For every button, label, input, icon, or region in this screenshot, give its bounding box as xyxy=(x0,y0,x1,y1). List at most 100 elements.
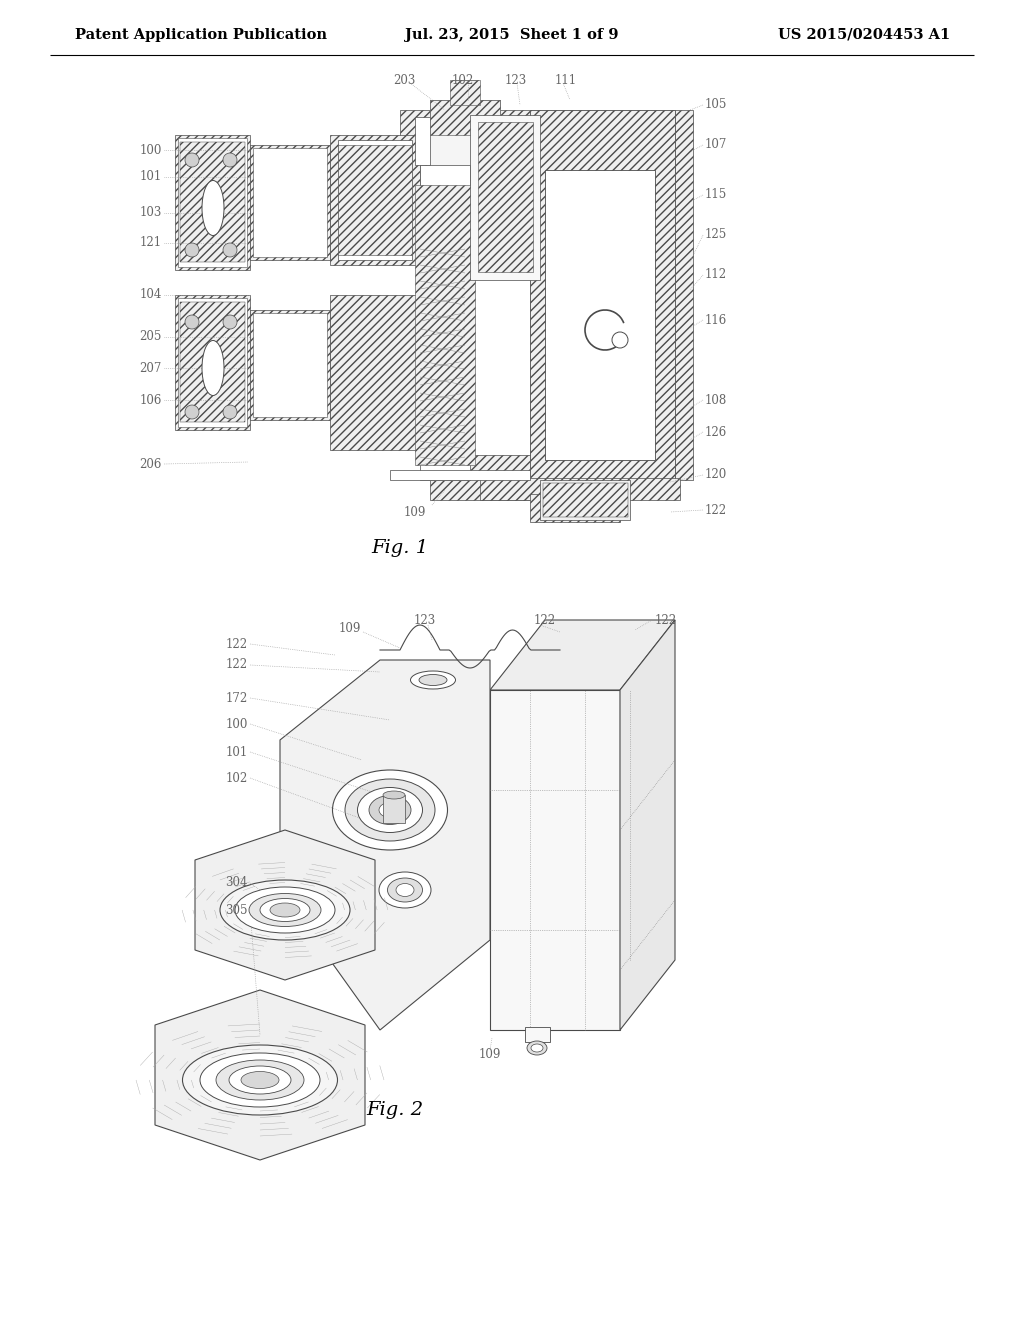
Bar xyxy=(478,121,534,272)
Ellipse shape xyxy=(202,341,224,396)
Text: 109: 109 xyxy=(339,622,361,635)
Text: 104: 104 xyxy=(139,289,162,301)
Ellipse shape xyxy=(383,791,406,799)
Bar xyxy=(250,145,330,260)
Bar xyxy=(253,313,327,417)
Ellipse shape xyxy=(345,779,435,841)
Text: 116: 116 xyxy=(705,314,727,326)
Text: 109: 109 xyxy=(403,506,426,519)
Ellipse shape xyxy=(202,181,224,235)
Text: 103: 103 xyxy=(139,206,162,219)
Text: Fig. 1: Fig. 1 xyxy=(372,539,429,557)
Text: 122: 122 xyxy=(534,614,556,627)
Bar xyxy=(253,148,327,257)
Text: Jul. 23, 2015  Sheet 1 of 9: Jul. 23, 2015 Sheet 1 of 9 xyxy=(406,28,618,42)
Polygon shape xyxy=(195,830,375,979)
Ellipse shape xyxy=(531,1044,543,1052)
Bar xyxy=(543,483,628,517)
Bar xyxy=(430,455,530,480)
Text: 100: 100 xyxy=(225,718,248,730)
Text: 205: 205 xyxy=(139,330,162,343)
Ellipse shape xyxy=(387,878,423,902)
Text: 100: 100 xyxy=(139,144,162,157)
Circle shape xyxy=(223,405,237,418)
Bar xyxy=(420,165,470,480)
Bar xyxy=(383,795,406,822)
Bar xyxy=(390,470,530,480)
Ellipse shape xyxy=(270,903,300,917)
Bar xyxy=(175,294,250,430)
Bar xyxy=(338,145,412,255)
Ellipse shape xyxy=(220,880,350,940)
Ellipse shape xyxy=(357,788,423,833)
Bar xyxy=(450,81,480,106)
Ellipse shape xyxy=(419,675,447,685)
Bar xyxy=(490,690,620,1030)
Text: 123: 123 xyxy=(505,74,527,87)
Bar xyxy=(480,478,680,500)
Text: 172: 172 xyxy=(225,692,248,705)
Bar xyxy=(675,110,693,480)
Text: 111: 111 xyxy=(555,74,578,87)
Ellipse shape xyxy=(379,873,431,908)
Text: 109: 109 xyxy=(479,1048,501,1061)
Bar xyxy=(330,135,420,265)
Bar xyxy=(430,100,500,135)
Bar xyxy=(178,298,247,426)
Ellipse shape xyxy=(527,1041,547,1055)
Circle shape xyxy=(223,243,237,257)
Ellipse shape xyxy=(234,887,335,933)
Text: 123: 123 xyxy=(414,614,436,627)
Text: 112: 112 xyxy=(705,268,727,281)
Ellipse shape xyxy=(411,671,456,689)
Text: 115: 115 xyxy=(705,189,727,202)
Text: Fig. 2: Fig. 2 xyxy=(367,1101,424,1119)
Bar xyxy=(415,117,515,165)
Text: 102: 102 xyxy=(225,771,248,784)
Text: 304: 304 xyxy=(225,876,248,890)
Ellipse shape xyxy=(260,899,310,921)
Bar xyxy=(530,110,675,480)
Text: 101: 101 xyxy=(225,746,248,759)
Ellipse shape xyxy=(182,1045,338,1115)
Bar xyxy=(545,170,655,459)
Text: 122: 122 xyxy=(226,659,248,672)
Ellipse shape xyxy=(333,770,447,850)
Text: 101: 101 xyxy=(139,170,162,183)
Bar xyxy=(330,294,420,450)
Circle shape xyxy=(185,153,199,168)
Polygon shape xyxy=(280,660,490,1030)
Ellipse shape xyxy=(396,883,414,896)
Text: 107: 107 xyxy=(705,139,727,152)
Text: 207: 207 xyxy=(139,362,162,375)
Text: 206: 206 xyxy=(139,458,162,470)
Text: 102: 102 xyxy=(452,74,474,87)
Text: US 2015/0204453 A1: US 2015/0204453 A1 xyxy=(778,28,950,42)
Circle shape xyxy=(223,315,237,329)
Bar xyxy=(178,139,247,267)
Bar xyxy=(400,110,530,170)
Bar xyxy=(415,185,475,465)
Circle shape xyxy=(185,243,199,257)
Circle shape xyxy=(612,333,628,348)
Text: 120: 120 xyxy=(705,469,727,482)
Circle shape xyxy=(223,153,237,168)
Bar xyxy=(530,494,620,521)
Circle shape xyxy=(185,405,199,418)
Text: 122: 122 xyxy=(705,503,727,516)
Text: 305: 305 xyxy=(225,903,248,916)
Polygon shape xyxy=(490,620,675,690)
Text: 126: 126 xyxy=(705,425,727,438)
Bar xyxy=(180,143,245,261)
Bar xyxy=(175,135,250,271)
Ellipse shape xyxy=(229,1067,291,1094)
Ellipse shape xyxy=(249,894,321,927)
Circle shape xyxy=(185,315,199,329)
Text: Patent Application Publication: Patent Application Publication xyxy=(75,28,327,42)
Text: 105: 105 xyxy=(705,99,727,111)
Text: 122: 122 xyxy=(226,638,248,651)
Text: 121: 121 xyxy=(140,236,162,249)
Polygon shape xyxy=(620,620,675,1030)
Bar xyxy=(250,310,330,420)
Text: 108: 108 xyxy=(705,393,727,407)
